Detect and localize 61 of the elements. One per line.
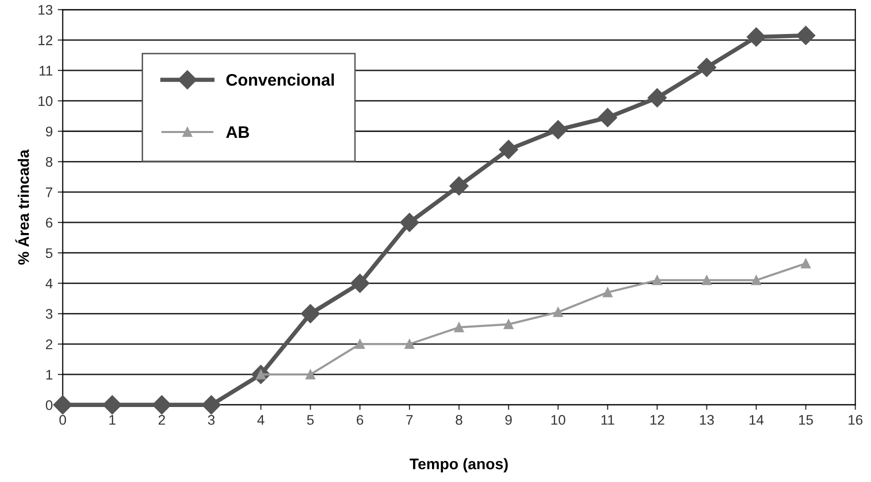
x-tick-label: 3 [208,414,215,425]
point [702,275,712,286]
y-tick-label: 8 [46,156,52,167]
y-tick-label: 0 [46,400,52,410]
point [602,288,612,298]
point [152,395,172,414]
x-tick-label: 4 [257,415,264,425]
point [499,140,518,160]
y-tick-label: 7 [46,188,52,198]
x-tick-label: 7 [406,415,413,425]
x-tick-label: 14 [750,415,764,425]
y-tick-label: 1 [46,370,52,380]
point [202,395,221,414]
x-tick-label: 15 [799,415,813,425]
x-tick-label: 9 [505,414,512,425]
legend-label: Convencional [226,74,334,86]
point [504,319,514,330]
point [355,339,365,349]
point [400,212,420,232]
point [53,395,72,414]
y-tick-label: 9 [46,126,52,136]
x-tick-label: 2 [158,414,165,425]
point [350,274,370,293]
x-tick-label: 5 [307,415,314,425]
x-tick-label: 6 [356,414,364,425]
y-tick-label: 5 [46,248,52,258]
point [449,176,469,196]
point [697,58,716,77]
y-tick-label: 6 [46,218,52,228]
y-tick-label: 12 [38,35,52,46]
x-tick-label: 16 [848,414,862,425]
y-tick-label: 2 [46,339,52,350]
point [404,339,414,349]
x-tick-label: 1 [109,415,116,425]
x-tick-label: 13 [700,414,714,425]
point [306,370,316,380]
legend-label: AB [226,126,250,138]
point [454,322,464,332]
point [746,27,766,47]
x-tick-label: 10 [551,414,566,425]
y-tick-label: 10 [38,96,52,106]
point [796,26,816,46]
point [300,304,320,324]
point [553,307,563,318]
point [598,108,618,128]
point [648,88,667,108]
x-tick-label: 12 [650,414,664,425]
point [751,275,762,286]
x-axis-title: Tempo (anos) [410,458,508,472]
point [102,395,122,414]
x-tick-label: 0 [59,414,66,425]
x-tick-label: 11 [601,415,614,425]
y-tick-label: 4 [46,278,53,288]
y-tick-label: 3 [46,309,52,319]
y-axis-title: % Área trincada [15,149,29,265]
y-tick-label: 13 [38,4,52,15]
x-tick-label: 8 [456,414,462,425]
y-tick-label: 11 [40,66,52,76]
point [548,120,568,140]
point [800,258,811,268]
point [652,275,662,286]
